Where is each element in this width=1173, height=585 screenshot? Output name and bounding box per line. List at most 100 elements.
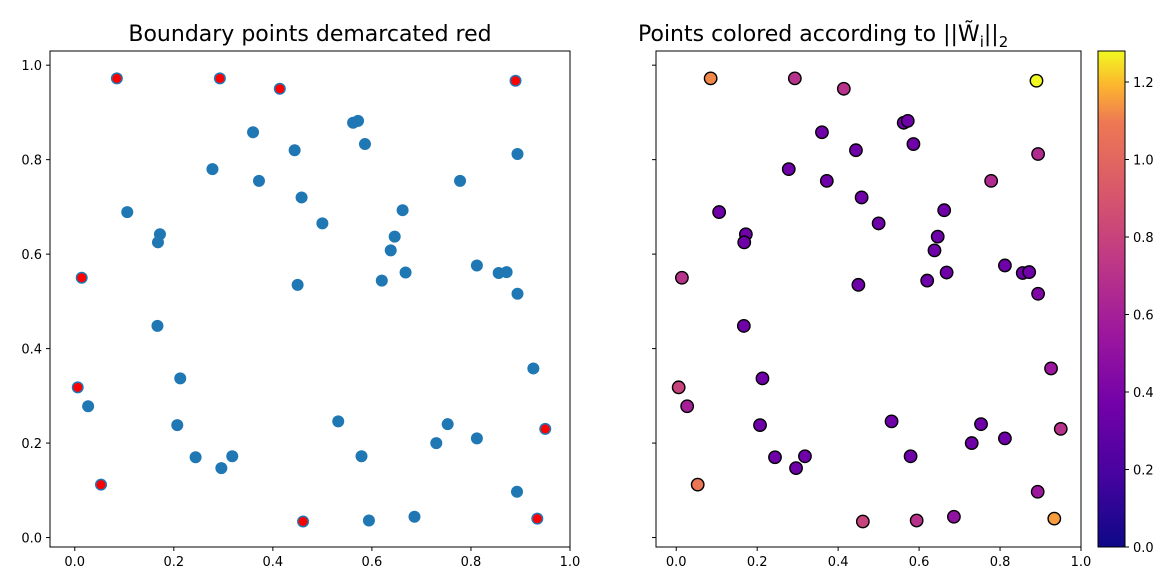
boundary-point-marker <box>540 424 550 434</box>
scatter-point <box>375 274 388 287</box>
colorbar: 0.0 0.2 0.4 0.6 0.8 1.0 1.2 <box>1097 50 1154 556</box>
scatter-point <box>441 418 454 431</box>
scatter-point <box>151 319 164 332</box>
scatter-point <box>511 147 524 160</box>
colored-point <box>819 174 834 188</box>
colorbar-gradient <box>1097 50 1126 548</box>
colored-point <box>1047 511 1062 526</box>
colored-point <box>906 137 921 151</box>
scatter-point <box>500 266 513 279</box>
colored-point <box>903 449 918 464</box>
colored-point <box>675 270 689 285</box>
colored-point <box>1030 484 1045 499</box>
scatter-point <box>408 510 421 523</box>
colored-point <box>854 190 869 205</box>
scatter-point <box>527 362 540 375</box>
colored-point <box>849 143 863 158</box>
scatter-point <box>388 230 401 243</box>
scatter-point <box>511 287 524 300</box>
colored-point <box>737 235 752 250</box>
scatter-point <box>470 259 483 272</box>
colored-point <box>1031 286 1045 301</box>
scatter-point <box>151 236 164 249</box>
scatter-point <box>470 432 483 445</box>
colored-point <box>884 414 899 429</box>
colorbar-tick-label: 0.2 <box>1133 464 1154 479</box>
colored-point <box>798 449 812 464</box>
right-axes: 0.0 0.2 0.4 0.6 0.8 1.0 <box>652 64 1091 570</box>
colored-point <box>937 203 952 218</box>
right-scatter-panel: Points colored according to ||W̃i||2 0.0… <box>638 21 1091 570</box>
boundary-point-marker <box>511 76 521 86</box>
scatter-point <box>252 174 265 187</box>
scatter-point <box>396 204 409 217</box>
scatter-point <box>82 400 95 413</box>
scatter-point <box>121 206 134 219</box>
colored-point <box>781 162 796 176</box>
left-x-tick-label: 0.4 <box>263 555 284 570</box>
colored-point <box>768 450 782 465</box>
scatter-point <box>399 266 412 279</box>
scatter-point <box>226 450 239 463</box>
scatter-point <box>332 415 345 428</box>
right-title-main: Points colored according to ||W̃ <box>638 21 980 47</box>
right-title-sub-2: 2 <box>999 33 1009 51</box>
colored-point <box>930 229 945 244</box>
scatter-point <box>174 372 187 385</box>
scatter-point <box>171 419 184 432</box>
right-plot-frame <box>655 50 1082 548</box>
scatter-point <box>316 217 329 230</box>
boundary-point-marker <box>112 73 122 83</box>
left-x-tick-label: 1.0 <box>560 555 581 570</box>
colored-point <box>671 380 686 395</box>
colored-point <box>703 71 718 86</box>
colorbar-tick-label: 0.8 <box>1133 231 1154 246</box>
left-y-tick-label: 1.0 <box>21 59 42 74</box>
scatter-point <box>189 451 202 464</box>
scatter-point <box>454 174 467 187</box>
colored-point <box>851 277 866 292</box>
left-x-tick-label: 0.8 <box>461 555 482 570</box>
colorbar-ticks: 0.0 0.2 0.4 0.6 0.8 1.0 1.2 <box>1125 76 1154 556</box>
scatter-point <box>291 278 304 291</box>
colored-point <box>998 258 1012 273</box>
colored-point <box>974 417 988 432</box>
left-y-tick-label: 0.4 <box>21 343 42 358</box>
left-axes: 0.0 0.2 0.4 0.6 0.8 1.0 0.0 0.2 0.4 0.6 0.8 1.0 <box>21 59 580 570</box>
colored-point <box>964 436 979 450</box>
left-y-tick-label: 0.0 <box>21 532 42 547</box>
colorbar-tick-label: 1.0 <box>1133 154 1154 169</box>
colorbar-tick-label: 0.6 <box>1133 309 1154 324</box>
right-title-sub-i: i <box>980 33 984 51</box>
left-points <box>71 72 552 528</box>
colored-point <box>920 273 935 288</box>
left-y-tick-label: 0.8 <box>21 154 42 169</box>
colored-point <box>947 509 961 524</box>
scatter-point <box>355 450 368 463</box>
colored-point <box>1022 265 1037 279</box>
colorbar-tick-label: 0.0 <box>1133 541 1154 556</box>
right-points <box>671 71 1068 529</box>
scatter-point <box>430 437 443 450</box>
scatter-point <box>288 144 301 157</box>
colored-point <box>855 514 870 529</box>
scatter-point <box>215 462 228 475</box>
colored-point <box>984 174 999 188</box>
scatter-point <box>511 485 524 498</box>
boundary-point-marker <box>77 273 87 283</box>
right-title-suffix: || <box>984 22 999 47</box>
colored-point <box>789 461 803 476</box>
colored-point <box>1029 73 1044 88</box>
right-x-tick-label: 0.6 <box>909 555 930 570</box>
left-plot-frame <box>49 50 571 548</box>
scatter-point <box>352 114 365 127</box>
colorbar-tick-label: 0.4 <box>1133 386 1154 401</box>
left-y-tick-label: 0.6 <box>21 248 42 263</box>
left-chart-title: Boundary points demarcated red <box>128 22 491 47</box>
scatter-point <box>295 191 308 204</box>
scatter-point <box>358 138 371 151</box>
right-x-tick-label: 0.8 <box>990 555 1011 570</box>
colored-point <box>939 265 954 280</box>
boundary-point-marker <box>96 480 106 490</box>
